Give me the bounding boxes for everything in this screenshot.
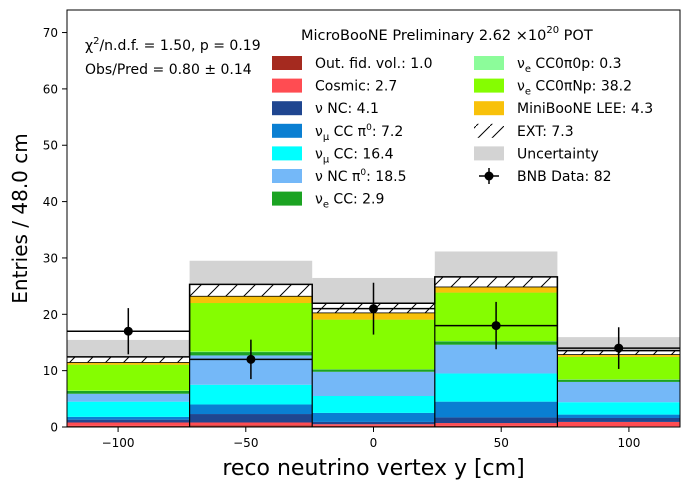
legend-col1-label-6: νe​ CC: 2.9 <box>315 192 384 211</box>
bar-series-3-bin-1 <box>190 404 313 414</box>
data-point-0 <box>124 327 133 336</box>
legend-col1-label-3: νμ​ CC π0​: 7.2 <box>315 123 403 143</box>
bar-series-9-bin-1 <box>190 296 313 303</box>
bar-series-1-bin-2 <box>312 424 435 426</box>
legend-col1-label-4: νμ​ CC: 16.4 <box>315 146 394 165</box>
legend-col2-label-1: νe​ CC0πNp: 38.2 <box>517 79 632 98</box>
legend-col1-swatch-2 <box>272 101 302 115</box>
y-tick-label-6: 60 <box>43 82 58 96</box>
bar-series-9-bin-3 <box>435 287 558 293</box>
bar-series-1-bin-3 <box>435 423 558 426</box>
bar-series-1-bin-1 <box>190 422 313 425</box>
legend-col2-swatch-3 <box>474 124 504 138</box>
bar-series-6-bin-0 <box>67 391 190 394</box>
bar-series-4-bin-0 <box>67 402 190 417</box>
obs-pred-label: Obs/Pred = 0.80 ± 0.14 <box>85 62 252 78</box>
data-point-4 <box>614 344 623 353</box>
bar-series-10-bin-1 <box>190 284 313 296</box>
bar-series-3-bin-3 <box>435 402 558 418</box>
bar-series-2-bin-1 <box>190 414 313 422</box>
bar-series-6-bin-4 <box>557 380 680 382</box>
legend-col2-swatch-1 <box>474 79 504 93</box>
chi2-label: χ2/n.d.f. = 1.50, p = 0.19 <box>85 36 261 54</box>
legend-col2-label-4: Uncertainty <box>517 146 599 162</box>
bar-series-4-bin-3 <box>435 373 558 401</box>
y-tick-label-2: 20 <box>43 308 58 322</box>
legend-col2-label-3: EXT: 7.3 <box>517 124 574 140</box>
bar-series-2-bin-2 <box>312 422 435 424</box>
legend-col1-swatch-1 <box>272 79 302 93</box>
legend-col2-swatch-0 <box>474 56 504 70</box>
y-tick-label-0: 0 <box>50 421 58 435</box>
legend-col1-label-0: Out. fid. vol.: 1.0 <box>315 56 433 72</box>
legend-col1-label-5: ν NC π0​: 18.5 <box>315 168 406 185</box>
y-tick-label-1: 10 <box>43 364 58 378</box>
y-tick-label-7: 70 <box>43 26 58 40</box>
legend-col2-marker-5 <box>485 172 494 181</box>
bar-series-10-bin-0 <box>67 357 190 363</box>
legend-col2-swatch-2 <box>474 101 504 115</box>
legend: Out. fid. vol.: 1.0 Cosmic: 2.7 ν NC: 4.1 ν… <box>272 56 653 211</box>
x-tick-label-2: 0 <box>370 436 378 450</box>
y-tick-label-4: 40 <box>43 195 58 209</box>
x-axis-label: reco neutrino vertex y [cm] <box>222 456 524 481</box>
legend-col1-swatch-0 <box>272 56 302 70</box>
bar-series-2-bin-0 <box>67 420 190 423</box>
x-tick-label-1: −50 <box>233 436 258 450</box>
bar-series-3-bin-4 <box>557 415 680 418</box>
legend-col2-label-2: MiniBooNE LEE: 4.3 <box>517 101 653 117</box>
bar-series-4-bin-2 <box>312 396 435 413</box>
bar-series-8-bin-0 <box>67 365 190 391</box>
chart-title: MicroBooNE Preliminary 2.62 ×1020 POT <box>301 25 593 44</box>
legend-col2-label-0: νe​ CC0π0p: 0.3 <box>517 56 622 75</box>
bar-series-1-bin-0 <box>67 422 190 425</box>
bar-series-4-bin-4 <box>557 402 680 414</box>
y-axis-label: Entries / 48.0 cm <box>8 133 32 303</box>
legend-col1-swatch-6 <box>272 192 302 206</box>
data-point-3 <box>492 321 501 330</box>
legend-col2-label-5: BNB Data: 82 <box>517 169 612 185</box>
bar-series-6-bin-2 <box>312 370 435 372</box>
bar-series-10-bin-3 <box>435 277 558 287</box>
bar-series-4-bin-1 <box>190 385 313 405</box>
legend-col1-swatch-3 <box>272 124 302 138</box>
x-tick-label-0: −100 <box>102 436 135 450</box>
legend-col1-swatch-4 <box>272 146 302 160</box>
data-point-2 <box>369 304 378 313</box>
legend-col2-swatch-4 <box>474 146 504 160</box>
y-tick-label-3: 30 <box>43 251 58 265</box>
legend-col1-swatch-5 <box>272 169 302 183</box>
legend-col1-label-2: ν NC: 4.1 <box>315 101 379 117</box>
bar-series-5-bin-0 <box>67 394 190 402</box>
legend-col1-label-1: Cosmic: 2.7 <box>315 79 397 95</box>
bar-series-2-bin-3 <box>435 417 558 423</box>
x-tick-label-4: 100 <box>617 436 640 450</box>
bar-series-5-bin-2 <box>312 372 435 396</box>
bar-series-2-bin-4 <box>557 418 680 422</box>
bar-series-3-bin-2 <box>312 413 435 422</box>
bar-series-3-bin-0 <box>67 417 190 420</box>
x-tick-label-3: 50 <box>494 436 509 450</box>
bar-series-1-bin-4 <box>557 422 680 427</box>
data-point-1 <box>246 355 255 364</box>
y-tick-label-5: 50 <box>43 139 58 153</box>
bar-series-5-bin-4 <box>557 382 680 402</box>
